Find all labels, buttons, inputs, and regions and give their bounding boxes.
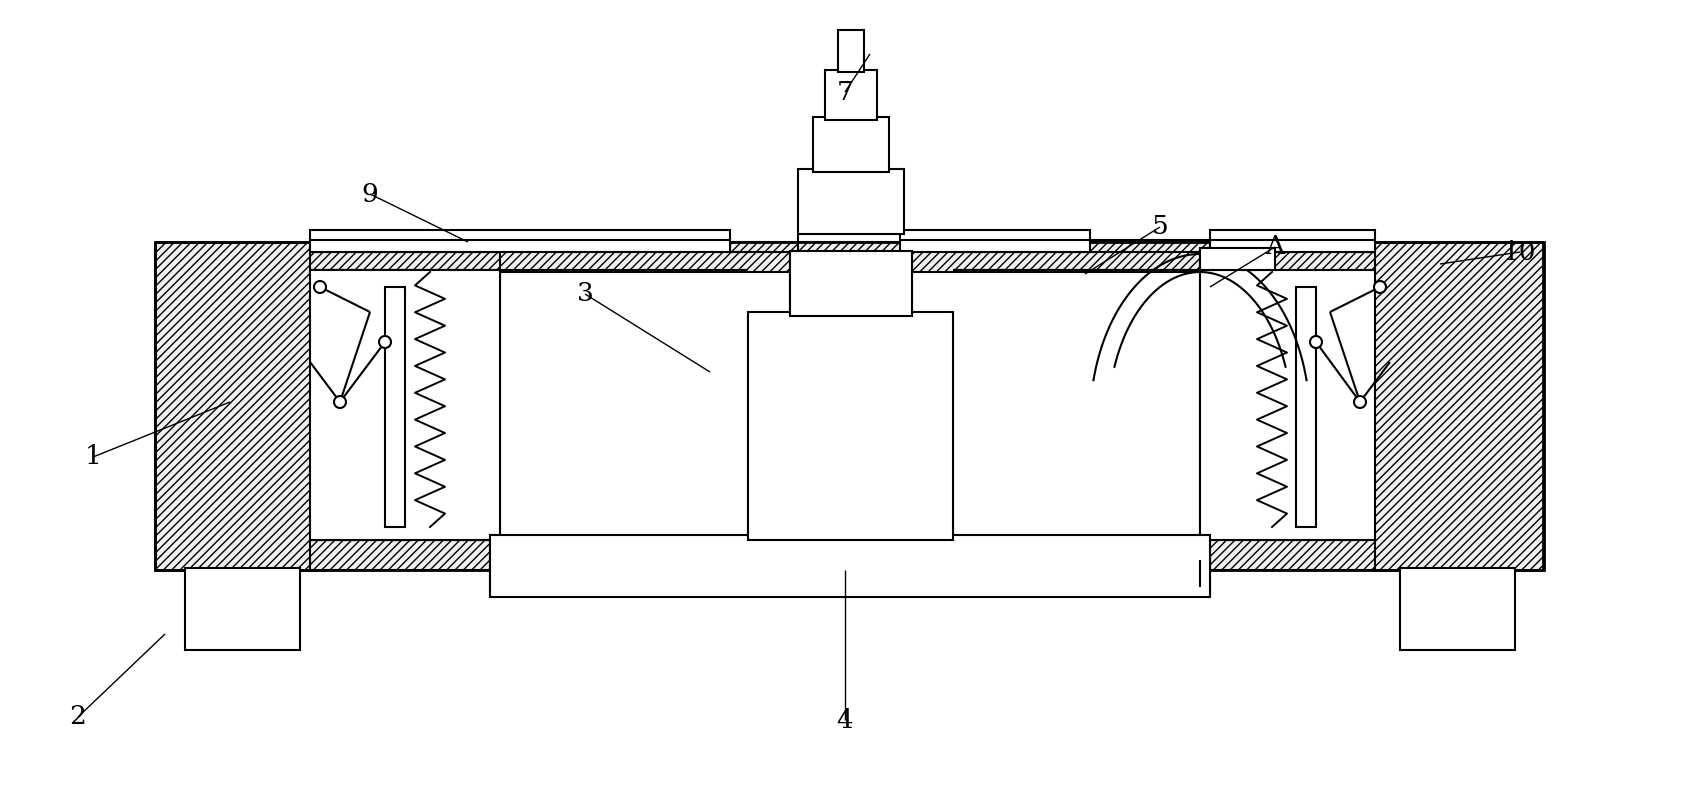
Text: 3: 3 — [576, 281, 593, 307]
Bar — [1374, 242, 1543, 570]
Bar — [385, 287, 404, 527]
Bar — [1399, 568, 1515, 650]
Text: 1: 1 — [85, 444, 102, 470]
Text: 4: 4 — [835, 707, 852, 733]
Bar — [309, 270, 499, 540]
Text: 9: 9 — [362, 181, 379, 207]
Bar — [1199, 270, 1374, 540]
Circle shape — [335, 396, 346, 408]
Bar — [747, 312, 953, 540]
Text: 10: 10 — [1503, 239, 1537, 265]
Text: A: A — [1265, 234, 1284, 260]
Circle shape — [1309, 336, 1321, 348]
Bar — [837, 30, 864, 72]
Bar — [1199, 248, 1274, 270]
Text: 5: 5 — [1151, 215, 1168, 239]
Circle shape — [1353, 396, 1365, 408]
Bar — [790, 251, 912, 316]
Text: 7: 7 — [835, 79, 852, 105]
Bar — [309, 242, 1374, 272]
Bar — [1209, 230, 1374, 252]
Bar — [900, 230, 1090, 252]
Bar — [309, 230, 730, 252]
Bar — [185, 568, 301, 650]
Circle shape — [1374, 281, 1386, 293]
Bar — [813, 117, 888, 172]
Text: 2: 2 — [70, 705, 87, 729]
Bar — [798, 169, 903, 234]
Circle shape — [314, 281, 326, 293]
Bar — [309, 540, 1374, 570]
Circle shape — [379, 336, 391, 348]
Bar — [155, 242, 324, 570]
Bar — [1296, 287, 1316, 527]
Bar — [825, 70, 876, 120]
Bar — [489, 535, 1209, 597]
